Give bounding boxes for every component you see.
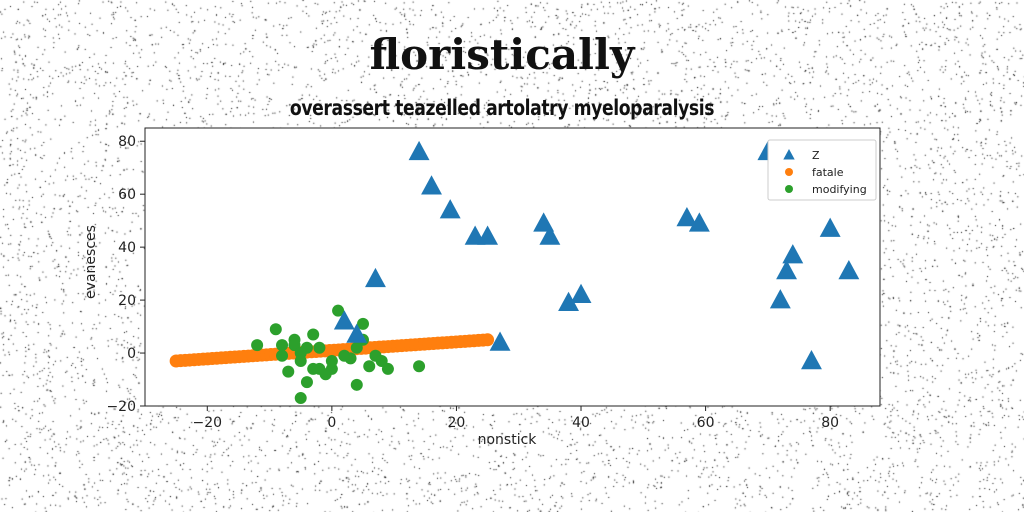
z-point	[489, 331, 511, 351]
z-point	[421, 175, 442, 195]
z-point	[801, 349, 822, 370]
data-marks	[169, 140, 860, 405]
modifying-point	[294, 354, 307, 367]
chart-subtitle: overassert teazelled artolatry myelopara…	[289, 96, 715, 120]
legend-label: fatale	[812, 166, 844, 179]
z-point	[570, 283, 592, 304]
modifying-point	[363, 360, 376, 373]
z-point	[365, 267, 386, 288]
x-tick-label: 0	[327, 415, 336, 431]
fatale-point	[481, 333, 495, 347]
y-tick-label: 60	[118, 187, 136, 203]
modifying-point	[282, 365, 295, 378]
chart-title: floristically	[369, 30, 635, 79]
z-point	[533, 212, 555, 232]
z-point	[838, 259, 860, 280]
legend-frame	[767, 139, 877, 201]
z-point	[782, 244, 804, 264]
y-tick-label: 80	[118, 134, 136, 150]
z-point	[477, 225, 499, 245]
x-tick-label: 80	[821, 415, 839, 431]
modifying-point	[300, 341, 313, 354]
legend-modifying-marker	[785, 185, 793, 193]
x-tick-label: 20	[448, 415, 466, 431]
axis-ticks: −20 0 20 40 60 80 −20 0 20 40 60 80	[106, 134, 839, 431]
modifying-point	[381, 362, 394, 375]
legend-z-marker	[783, 149, 795, 160]
modifying-point	[276, 349, 289, 362]
modifying-point	[350, 378, 363, 391]
legend-label: modifying	[812, 183, 867, 196]
z-point	[688, 212, 710, 232]
z-point	[408, 140, 430, 161]
z-point	[819, 217, 841, 237]
modifying-point	[294, 392, 307, 405]
x-axis-label: nonstick	[478, 432, 538, 448]
modifying-point	[313, 341, 326, 354]
modifying-point	[251, 339, 264, 352]
modifying-point	[357, 317, 370, 330]
modifying-point	[307, 328, 320, 341]
x-tick-label: 40	[572, 415, 590, 431]
z-point	[346, 323, 368, 343]
legend-label: Z	[812, 149, 820, 162]
modifying-point	[413, 360, 426, 373]
y-tick-label: −20	[106, 399, 136, 415]
y-axis-label: evanesces	[83, 225, 99, 299]
modifying-point	[269, 323, 282, 336]
modifying-point	[300, 376, 313, 389]
modifying-point	[276, 339, 289, 352]
z-point	[539, 225, 561, 245]
y-tick-label: 0	[127, 346, 136, 362]
z-point	[769, 289, 791, 309]
z-point	[676, 207, 698, 227]
x-tick-label: −20	[193, 415, 223, 431]
y-tick-label: 40	[118, 240, 136, 256]
z-point	[333, 310, 355, 330]
modifying-point	[344, 352, 357, 365]
z-point	[439, 199, 461, 219]
z-point	[558, 291, 580, 311]
z-point	[776, 259, 798, 280]
modifying-point	[325, 354, 338, 367]
modifying-point	[332, 304, 345, 317]
x-tick-label: 60	[697, 415, 715, 431]
y-tick-label: 20	[118, 293, 136, 309]
legend-fatale-marker	[785, 168, 793, 176]
